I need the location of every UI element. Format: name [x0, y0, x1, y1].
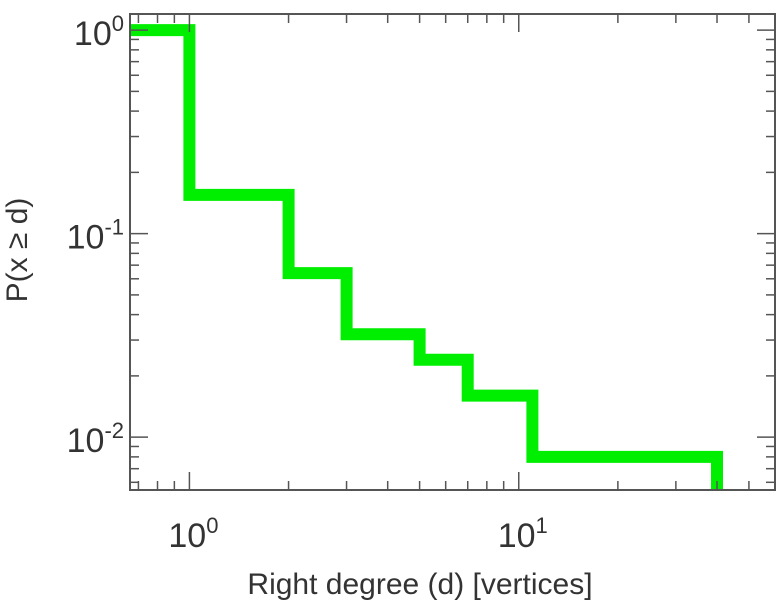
labels-layer: 100 101 100 10-1 10-2: [67, 11, 548, 555]
y-tick-label: 10-1: [67, 215, 124, 257]
x-tick-label: 101: [498, 513, 548, 555]
ticks-layer: [130, 14, 776, 490]
plot-frame: [129, 13, 776, 491]
series-line-0: [130, 24, 723, 490]
x-axis-label: Right degree (d) [vertices]: [247, 568, 592, 600]
y-tick-label: 10-2: [67, 418, 124, 460]
y-tick-label: 100: [74, 11, 124, 53]
y-axis-label: P(x ≥ d): [1, 198, 34, 303]
x-tick-label: 100: [168, 513, 218, 555]
series-layer: [130, 24, 723, 490]
